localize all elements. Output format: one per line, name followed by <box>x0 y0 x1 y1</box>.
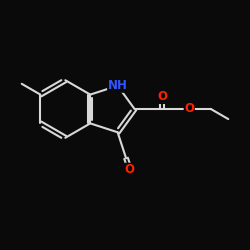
Text: O: O <box>157 90 167 104</box>
Text: O: O <box>125 163 135 176</box>
Text: NH: NH <box>108 79 128 92</box>
Text: O: O <box>184 102 194 116</box>
